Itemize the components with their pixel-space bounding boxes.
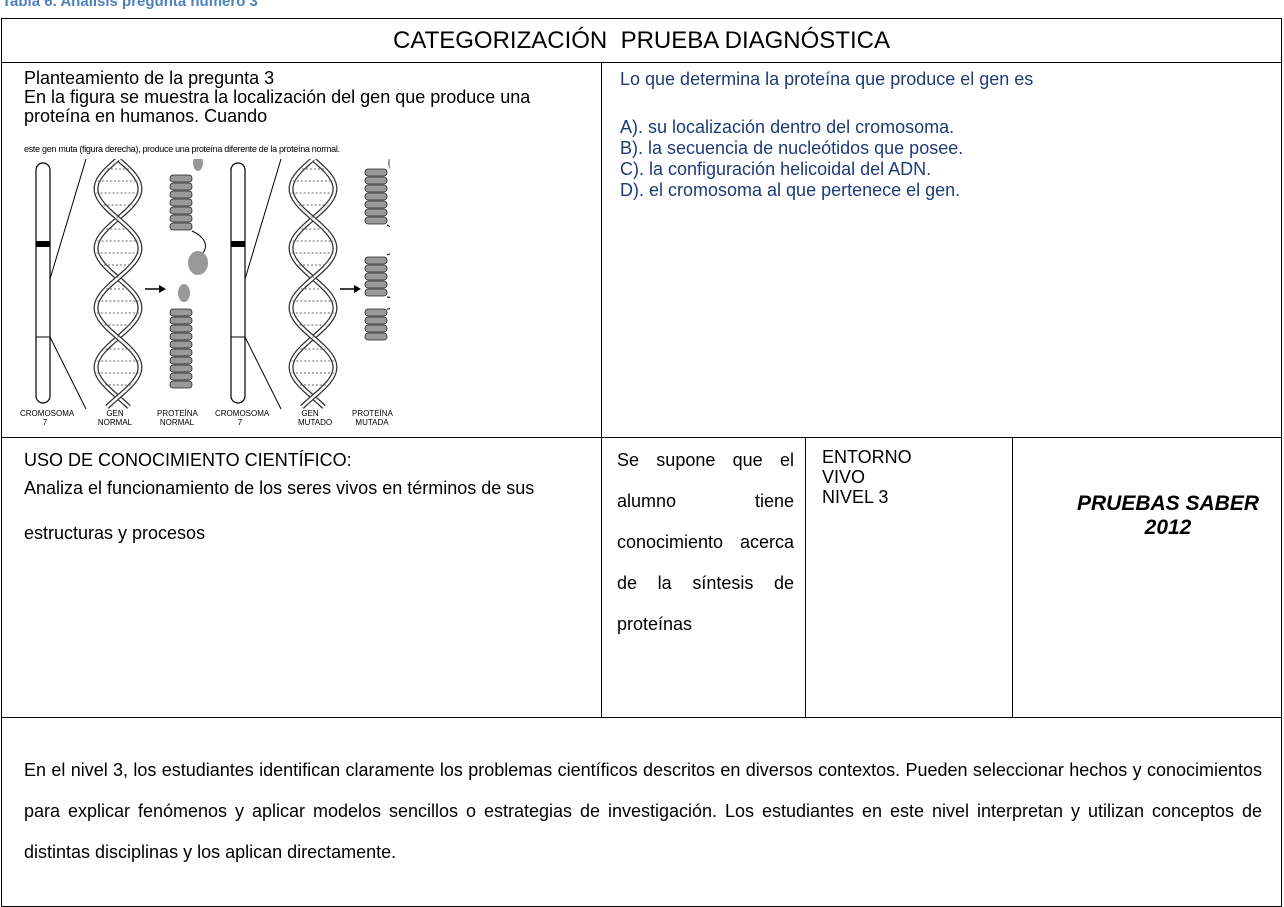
option: D). el cromosoma al que pertenece el gen… <box>620 180 961 200</box>
figure-shape <box>354 285 361 293</box>
figure-shape <box>35 162 51 404</box>
figure-shape <box>169 308 193 317</box>
figure-shape <box>364 288 388 297</box>
figure-shape <box>244 336 282 410</box>
figure-shape <box>364 272 388 281</box>
figure-shape <box>178 284 190 302</box>
figure-shape <box>159 285 166 293</box>
figure-shape <box>364 316 388 325</box>
figure-shape <box>230 162 246 404</box>
figure-shape <box>364 324 388 333</box>
figure-shape <box>193 159 203 171</box>
figure-shape <box>49 336 87 410</box>
figure-shape <box>289 159 337 408</box>
figure-label: PROTEÍNA MUTADA <box>352 409 393 427</box>
description-cell: En el nivel 3, los estudiantes identific… <box>1 717 1282 907</box>
figure-shape <box>169 206 193 215</box>
context-line: NIVEL 3 <box>822 487 889 507</box>
question-small-text: este gen muta (figura derecha), produce … <box>24 144 340 154</box>
options-cell: Lo que determina la proteína que produce… <box>601 62 1282 438</box>
figure-shape <box>364 168 388 177</box>
figure-shape <box>169 182 193 191</box>
figure-shape <box>169 364 193 373</box>
figure-shape <box>94 159 142 408</box>
context-cell: ENTORNO VIVO NIVEL 3 <box>805 437 1013 718</box>
figure-shape <box>364 176 388 185</box>
figure-shape <box>93 159 143 409</box>
competence-text: Analiza el funcionamiento de los seres v… <box>24 478 535 543</box>
figure-shape <box>94 159 142 408</box>
figure-shape <box>364 280 388 289</box>
competence-title: USO DE CONOCIMIENTO CIENTÍFICO: <box>24 450 352 470</box>
assumption-cell: Se supone que el alumno tiene conocimien… <box>601 437 806 718</box>
figure-shape <box>169 316 193 325</box>
figure-shape <box>364 332 388 341</box>
figure-shape <box>169 214 193 223</box>
figure-shape <box>169 356 193 365</box>
prompt: Lo que determina la proteína que produce… <box>620 69 1034 89</box>
assumption: Se supone que el alumno tiene conocimien… <box>617 450 794 634</box>
figure-shape <box>169 332 193 341</box>
figure-label: CROMOSOMA 7 <box>20 409 75 427</box>
figure-shape <box>388 159 390 170</box>
source-cell: PRUEBAS SABER 2012 <box>1012 437 1282 718</box>
figure-shape <box>364 308 388 317</box>
context-line: ENTORNO <box>822 447 912 467</box>
figure-shape <box>231 241 245 247</box>
figure-shape <box>169 380 193 389</box>
figure-shape <box>364 184 388 193</box>
figure-shape <box>169 174 193 183</box>
figure-shape <box>364 264 388 273</box>
option: B). la secuencia de nucleótidos que pose… <box>620 138 964 158</box>
figure-shape <box>364 208 388 217</box>
question-heading: Planteamiento de la pregunta 3 <box>24 68 275 88</box>
figure-shape <box>169 324 193 333</box>
caption: Tabla 6. Análisis pregunta número 3 <box>2 0 258 10</box>
figure-label: CROMOSOMA 7 <box>215 409 270 427</box>
context-line: VIVO <box>822 467 866 487</box>
figure-shape <box>386 224 390 256</box>
figure-shape <box>364 256 388 265</box>
figure-shape <box>169 190 193 199</box>
option: A). su localización dentro del cromosoma… <box>620 117 955 137</box>
figure-label: PROTEÍNA NORMAL <box>157 409 198 427</box>
figure-shape <box>289 159 337 408</box>
question-text: En la figura se muestra la localización … <box>24 87 531 126</box>
options: A). su localización dentro del cromosoma… <box>620 117 963 201</box>
table-title: CATEGORIZACIÓN PRUEBA DIAGNÓSTICA <box>393 27 890 54</box>
figure-shape <box>169 372 193 381</box>
figure-shape <box>169 198 193 207</box>
figure-shape <box>188 251 208 275</box>
figure-shape <box>364 200 388 209</box>
title-cell: CATEGORIZACIÓN PRUEBA DIAGNÓSTICA <box>1 18 1282 63</box>
figure-shape <box>386 296 390 310</box>
competence-cell: USO DE CONOCIMIENTO CIENTÍFICO: Analiza … <box>1 437 602 718</box>
option: C). la configuración helicoidal del ADN. <box>620 159 932 179</box>
figure-shape <box>169 222 193 231</box>
figure-label: GEN MUTADO <box>298 409 333 427</box>
figure-shape <box>49 159 87 280</box>
figure-shape <box>93 159 143 409</box>
figure-shape <box>36 241 50 247</box>
question-cell: Planteamiento de la pregunta 3 En la fig… <box>1 62 602 438</box>
source: PRUEBAS SABER 2012 <box>1076 492 1260 539</box>
figure-shape <box>364 192 388 201</box>
figure-label: GEN NORMAL <box>97 409 133 427</box>
figure <box>35 159 390 410</box>
figure-shape <box>244 159 282 280</box>
context: ENTORNO VIVO NIVEL 3 <box>822 447 912 507</box>
figure-shape <box>288 159 338 409</box>
description: En el nivel 3, los estudiantes identific… <box>24 760 1262 862</box>
figure-shape <box>169 340 193 349</box>
figure-shape <box>364 216 388 225</box>
figure-shape <box>169 348 193 357</box>
figure-shape <box>288 159 338 409</box>
